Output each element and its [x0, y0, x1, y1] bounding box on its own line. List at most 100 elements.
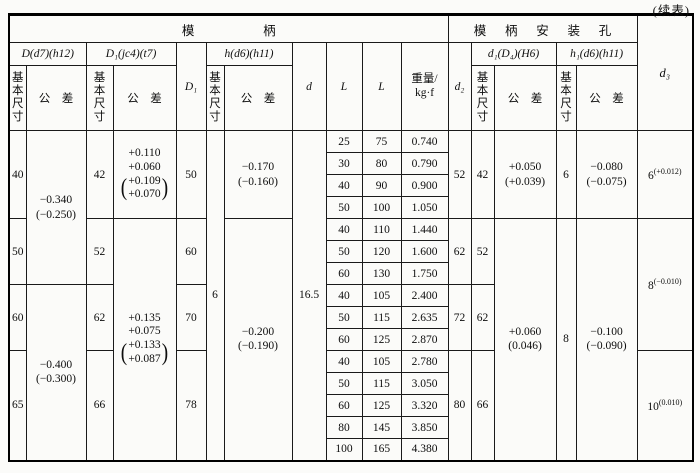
D1-tolerance-cell: +0.135 +0.075 ( +0.133 +0.087 )	[112, 218, 177, 461]
d3-base: 8	[648, 279, 654, 292]
header-col-D: D(d7)(h12)	[8, 42, 87, 66]
header-col-h1: h₁(d6)(h11)	[555, 42, 638, 66]
L1-value-cell: 60	[325, 328, 363, 351]
tolerance-upper-lines: +0.135 +0.075	[128, 311, 161, 338]
L2-value-cell: 125	[361, 394, 402, 417]
L2-value-cell: 115	[361, 306, 402, 329]
header-basic-size: 基 本 尺 寸	[470, 65, 495, 131]
d3-base: 10	[647, 400, 659, 413]
D1-value-cell: 50	[175, 130, 207, 219]
weight-value-cell: 1.050	[400, 196, 449, 219]
weight-value-cell: 1.440	[400, 218, 449, 241]
weight-value-cell: 1.750	[400, 262, 449, 285]
D-value-cell: 65	[8, 350, 27, 461]
header-col-weight: 重量/ kg·f	[400, 42, 449, 131]
L1-value-cell: 40	[325, 174, 363, 197]
L2-value-cell: 105	[361, 350, 402, 373]
L2-value-cell: 120	[361, 240, 402, 263]
weight-value-cell: 2.635	[400, 306, 449, 329]
D-tolerance-cell: −0.400 (−0.300)	[25, 284, 87, 461]
header-col-L1: L	[325, 42, 363, 131]
L2-value-cell: 125	[361, 328, 402, 351]
d1-tolerance-cell: +0.050 (+0.039)	[493, 130, 557, 219]
d3-value-cell: 10(0.010)	[636, 350, 694, 461]
header-tolerance: 公 差	[575, 65, 638, 131]
continued-table-note: (续表)	[652, 4, 690, 18]
d3-superscript: (+0.012)	[653, 167, 682, 177]
L2-value-cell: 115	[361, 372, 402, 395]
d1-tolerance-cell: +0.060 (0.046)	[493, 218, 557, 461]
L1-value-cell: 50	[325, 372, 363, 395]
header-col-D1-tolerance-group: D₁(jc4)(t7)	[85, 42, 177, 66]
left-paren: (	[121, 340, 128, 367]
L2-value-cell: 165	[361, 438, 402, 461]
d3-value-cell: 8(−0.010)	[636, 218, 694, 351]
D1-value-cell: 78	[175, 350, 207, 461]
weight-value-cell: 3.850	[400, 416, 449, 439]
header-col-D1: D₁	[175, 42, 207, 131]
L1-value-cell: 100	[325, 438, 363, 461]
header-col-d2: d₂	[447, 42, 472, 131]
header-col-L2: L	[361, 42, 402, 131]
L1-value-cell: 40	[325, 284, 363, 307]
D1-basic-cell: 62	[85, 284, 114, 351]
header-tolerance: 公 差	[223, 65, 293, 131]
h-tolerance-cell: −0.170 (−0.160)	[223, 130, 293, 219]
weight-value-cell: 2.780	[400, 350, 449, 373]
D1-value-cell: 70	[175, 284, 207, 351]
weight-value-cell: 4.380	[400, 438, 449, 461]
D1-basic-cell: 66	[85, 350, 114, 461]
weight-value-cell: 3.320	[400, 394, 449, 417]
D-tolerance-cell: −0.340 (−0.250)	[25, 130, 87, 285]
weight-value-cell: 1.600	[400, 240, 449, 263]
weight-value-cell: 2.870	[400, 328, 449, 351]
L2-value-cell: 145	[361, 416, 402, 439]
h1-basic-cell: 8	[555, 218, 577, 461]
tolerance-paren-lines: +0.109 +0.070	[128, 174, 161, 201]
tolerance-upper-lines: +0.110 +0.060	[128, 146, 161, 173]
D-value-cell: 40	[8, 130, 27, 219]
D1-tolerance-cell: +0.110 +0.060 ( +0.109 +0.070 )	[112, 130, 177, 219]
header-mount-hole-group: 模柄安装孔	[447, 14, 638, 43]
header-basic-size: 基 本 尺 寸	[8, 65, 27, 131]
header-col-h: h(d6)(h11)	[205, 42, 293, 66]
right-paren: )	[161, 175, 168, 202]
weight-value-cell: 2.400	[400, 284, 449, 307]
d1-basic-cell: 62	[470, 284, 495, 351]
L2-value-cell: 110	[361, 218, 402, 241]
d3-superscript: (−0.010)	[653, 277, 682, 287]
L2-value-cell: 90	[361, 174, 402, 197]
h-tolerance-cell: −0.200 (−0.190)	[223, 218, 293, 461]
d-value-cell: 16.5	[291, 130, 327, 461]
L2-value-cell: 80	[361, 152, 402, 175]
L1-value-cell: 50	[325, 240, 363, 263]
header-basic-size: 基 本 尺 寸	[85, 65, 114, 131]
d3-base: 6	[648, 169, 654, 182]
right-paren: )	[161, 340, 168, 367]
d2-value-cell: 52	[447, 130, 472, 219]
header-col-d1: d₁(D₄)(H6)	[470, 42, 557, 66]
weight-value-cell: 0.900	[400, 174, 449, 197]
L2-value-cell: 130	[361, 262, 402, 285]
L1-value-cell: 30	[325, 152, 363, 175]
D1-value-cell: 60	[175, 218, 207, 285]
D1-basic-cell: 42	[85, 130, 114, 219]
L2-value-cell: 100	[361, 196, 402, 219]
d3-superscript: (0.010)	[658, 397, 683, 407]
L1-value-cell: 80	[325, 416, 363, 439]
d2-value-cell: 62	[447, 218, 472, 285]
D-value-cell: 50	[8, 218, 27, 285]
d1-basic-cell: 42	[470, 130, 495, 219]
weight-value-cell: 0.740	[400, 130, 449, 153]
d1-basic-cell: 66	[470, 350, 495, 461]
L1-value-cell: 50	[325, 306, 363, 329]
d2-value-cell: 72	[447, 284, 472, 351]
h-basic-cell: 6	[205, 130, 225, 461]
d3-value-cell: 6(+0.012)	[636, 130, 694, 219]
header-die-shank-group: 模柄	[8, 14, 449, 43]
h1-tolerance-cell: −0.100 (−0.090)	[575, 218, 638, 461]
header-col-d: d	[291, 42, 327, 131]
left-paren: (	[121, 175, 128, 202]
h1-tolerance-cell: −0.080 (−0.075)	[575, 130, 638, 219]
D1-basic-cell: 52	[85, 218, 114, 285]
